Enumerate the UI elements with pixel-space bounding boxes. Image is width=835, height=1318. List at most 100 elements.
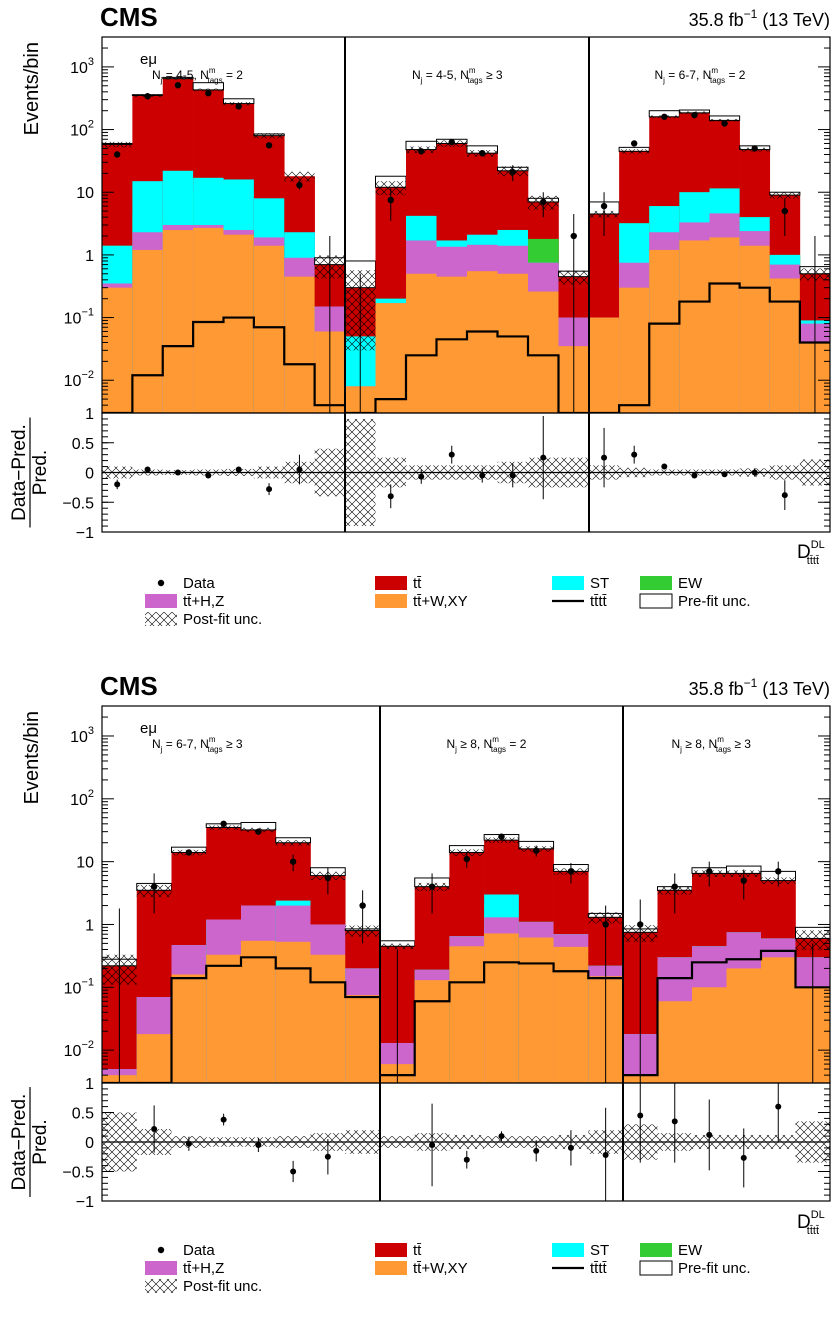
legend-label-ttbar: tt̄ bbox=[413, 575, 422, 592]
prefit-unc-box bbox=[795, 926, 830, 939]
ratio-point bbox=[429, 1141, 436, 1148]
data-point bbox=[235, 103, 242, 110]
ratio-point bbox=[205, 472, 212, 479]
data-point bbox=[602, 921, 609, 928]
bar-ttWXY bbox=[345, 995, 381, 1083]
bar-ttWXY bbox=[414, 980, 450, 1083]
y-tick-label: 10−2 bbox=[64, 369, 94, 390]
ratio-point bbox=[601, 454, 608, 461]
ratio-point bbox=[235, 466, 242, 473]
ratio-point bbox=[509, 472, 516, 479]
region-label-1: Nj = 4-5, Nm tags = 2 bbox=[152, 66, 243, 85]
legend-label-ttHZ: tt̄+H,Z bbox=[183, 1260, 224, 1277]
bar-ttWXY bbox=[528, 291, 559, 413]
legend-marker-prefit bbox=[639, 1260, 673, 1276]
bar-ttWXY bbox=[497, 273, 529, 413]
bar-ttWXY bbox=[436, 276, 468, 413]
panel-1: Nj = 4-5, Nm tags = 2 Nj = 4-5, Nm tags ≥ 3… bbox=[9, 2, 831, 628]
legend-marker-ttHZ bbox=[145, 594, 177, 608]
ratio-y-title-top: Data−Pred. bbox=[9, 424, 30, 521]
ratio-tick-label: 1 bbox=[85, 406, 94, 423]
data-point bbox=[600, 202, 608, 210]
ratio-point bbox=[479, 472, 486, 479]
tttt-signal-line bbox=[380, 961, 623, 1077]
legend-marker-ST bbox=[552, 576, 584, 590]
x-axis-title: DDL tt̄tt̄ bbox=[797, 539, 825, 567]
region-label-2: Nj = 4-5, Nm tags ≥ 3 bbox=[412, 66, 503, 85]
legend-item-postfit: Post-fit unc. bbox=[145, 611, 262, 628]
ratio-y-title-bottom: Pred. bbox=[30, 450, 51, 495]
postfit-unc-band bbox=[375, 181, 406, 196]
data-point bbox=[324, 874, 332, 882]
ratio-y-title-top: Data−Pred. bbox=[9, 1094, 30, 1191]
cms-label: CMS bbox=[100, 671, 158, 701]
ratio-point bbox=[266, 486, 273, 493]
ratio-point bbox=[775, 1103, 782, 1110]
ratio-plot-area bbox=[102, 415, 830, 527]
bar-ttWXY bbox=[679, 240, 710, 413]
main-plot-area bbox=[102, 820, 830, 1083]
legend-item-ttbar: tt̄ bbox=[375, 575, 422, 592]
ratio-point bbox=[151, 1126, 158, 1133]
ratio-point bbox=[498, 1133, 505, 1140]
data-point bbox=[751, 145, 758, 152]
y-tick-label: 10 bbox=[76, 185, 94, 202]
ratio-point bbox=[418, 473, 425, 480]
region-2 bbox=[344, 138, 590, 413]
legend-label-ttWXY: tt̄+W,XY bbox=[413, 593, 468, 610]
channel-label: eμ bbox=[140, 51, 157, 68]
y-tick-label: 102 bbox=[70, 119, 94, 140]
channel-label: eμ bbox=[140, 720, 157, 737]
bar-ttWXY bbox=[553, 946, 589, 1083]
data-point bbox=[265, 142, 273, 149]
legend-label-postfit: Post-fit unc. bbox=[183, 1278, 262, 1295]
bar-ttWXY bbox=[769, 278, 801, 413]
legend-item-ST: ST bbox=[552, 575, 609, 592]
legend: Data tt̄ ST EW tt̄+H,Z tt̄+W,XY tt̄tt̄ Pre-fit … bbox=[145, 1242, 751, 1295]
cms-label: CMS bbox=[100, 2, 158, 32]
bar-ttWXY bbox=[467, 271, 498, 413]
ratio-region-3 bbox=[623, 1083, 830, 1188]
legend-item-tttt: tt̄tt̄ bbox=[552, 1260, 608, 1277]
ratio-point bbox=[220, 1116, 227, 1123]
bar-ttWXY bbox=[193, 227, 224, 413]
data-point bbox=[220, 820, 227, 828]
legend-label-ttHZ: tt̄+H,Z bbox=[183, 593, 224, 610]
legend-label-prefit: Pre-fit unc. bbox=[678, 593, 751, 610]
ratio-point bbox=[740, 1154, 747, 1161]
legend-item-ttWXY: tt̄+W,XY bbox=[375, 1260, 468, 1277]
tttt-signal-line bbox=[102, 956, 380, 1083]
ratio-point bbox=[296, 466, 303, 473]
bar-ttWXY bbox=[162, 229, 194, 413]
legend-item-data: Data bbox=[157, 575, 215, 592]
data-point bbox=[296, 181, 303, 189]
data-point bbox=[509, 168, 516, 176]
ratio-point bbox=[602, 1151, 609, 1158]
ratio-point bbox=[387, 493, 394, 500]
bar-ttWXY bbox=[619, 287, 650, 413]
y-tick-label: 103 bbox=[70, 725, 94, 746]
y-tick-label: 10−1 bbox=[64, 976, 94, 997]
ratio-point bbox=[533, 1147, 540, 1154]
ratio-point bbox=[781, 492, 788, 499]
data-point bbox=[150, 883, 158, 890]
bar-ttWXY bbox=[284, 276, 315, 413]
prefit-unc-box bbox=[253, 133, 285, 137]
data-point bbox=[637, 921, 644, 928]
ratio-point bbox=[114, 481, 121, 488]
data-point bbox=[740, 877, 747, 884]
data-point bbox=[387, 196, 394, 204]
legend-label-data: Data bbox=[183, 1242, 215, 1259]
region-3 bbox=[622, 861, 830, 1083]
data-point bbox=[205, 90, 212, 97]
legend-marker-ttWXY bbox=[375, 594, 407, 608]
legend-marker-ttHZ bbox=[145, 1261, 177, 1275]
data-point bbox=[671, 883, 678, 890]
data-point bbox=[463, 855, 470, 863]
data-point bbox=[775, 868, 782, 875]
ratio-point bbox=[637, 1112, 644, 1119]
data-point bbox=[428, 883, 436, 890]
data-point bbox=[174, 82, 182, 89]
postfit-unc-band bbox=[795, 930, 830, 951]
bar-ttWXY bbox=[136, 1034, 172, 1083]
